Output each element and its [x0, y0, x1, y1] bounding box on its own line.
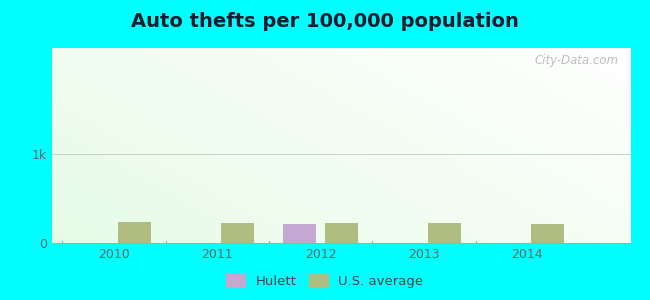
- Bar: [428, 223, 461, 243]
- Bar: [531, 224, 564, 243]
- Bar: [118, 222, 151, 243]
- Text: Auto thefts per 100,000 population: Auto thefts per 100,000 population: [131, 12, 519, 31]
- Bar: [283, 224, 317, 243]
- Bar: [222, 223, 255, 243]
- Text: City-Data.com: City-Data.com: [535, 54, 619, 67]
- Legend: Hulett, U.S. average: Hulett, U.S. average: [221, 269, 429, 293]
- Bar: [325, 223, 358, 243]
